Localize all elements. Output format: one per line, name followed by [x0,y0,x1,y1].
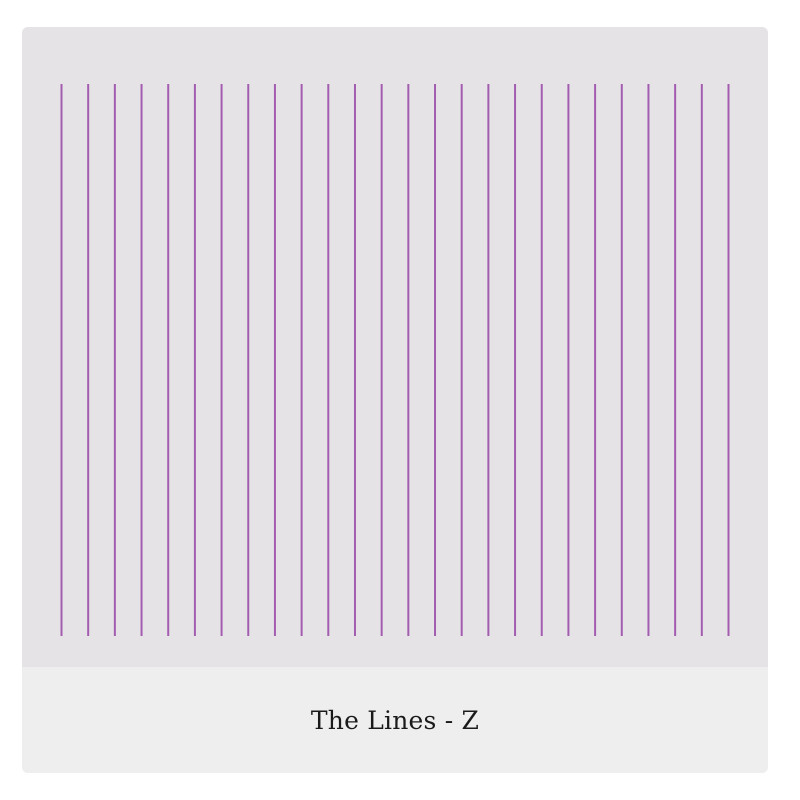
caption-bar: The Lines - Z [22,667,768,773]
artwork-title: The Lines - Z [310,705,480,735]
vertical-lines-pattern [60,84,730,636]
artwork-preview[interactable] [22,27,768,667]
artwork-card[interactable]: The Lines - Z [22,27,768,773]
